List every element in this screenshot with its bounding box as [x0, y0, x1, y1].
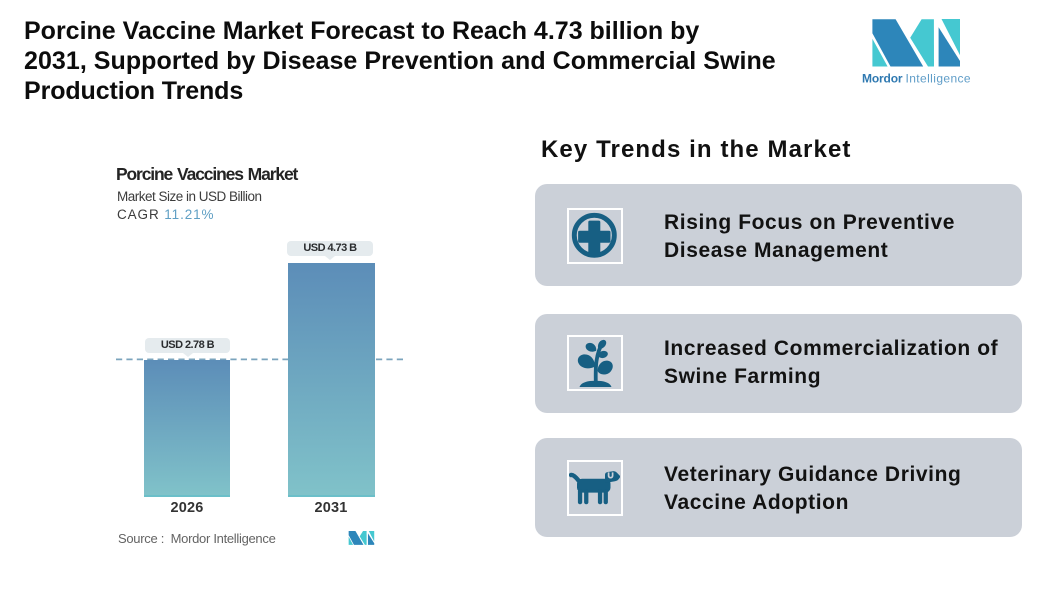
svg-text:Mordor: Mordor	[862, 72, 903, 86]
svg-text:Intelligence: Intelligence	[906, 72, 972, 86]
